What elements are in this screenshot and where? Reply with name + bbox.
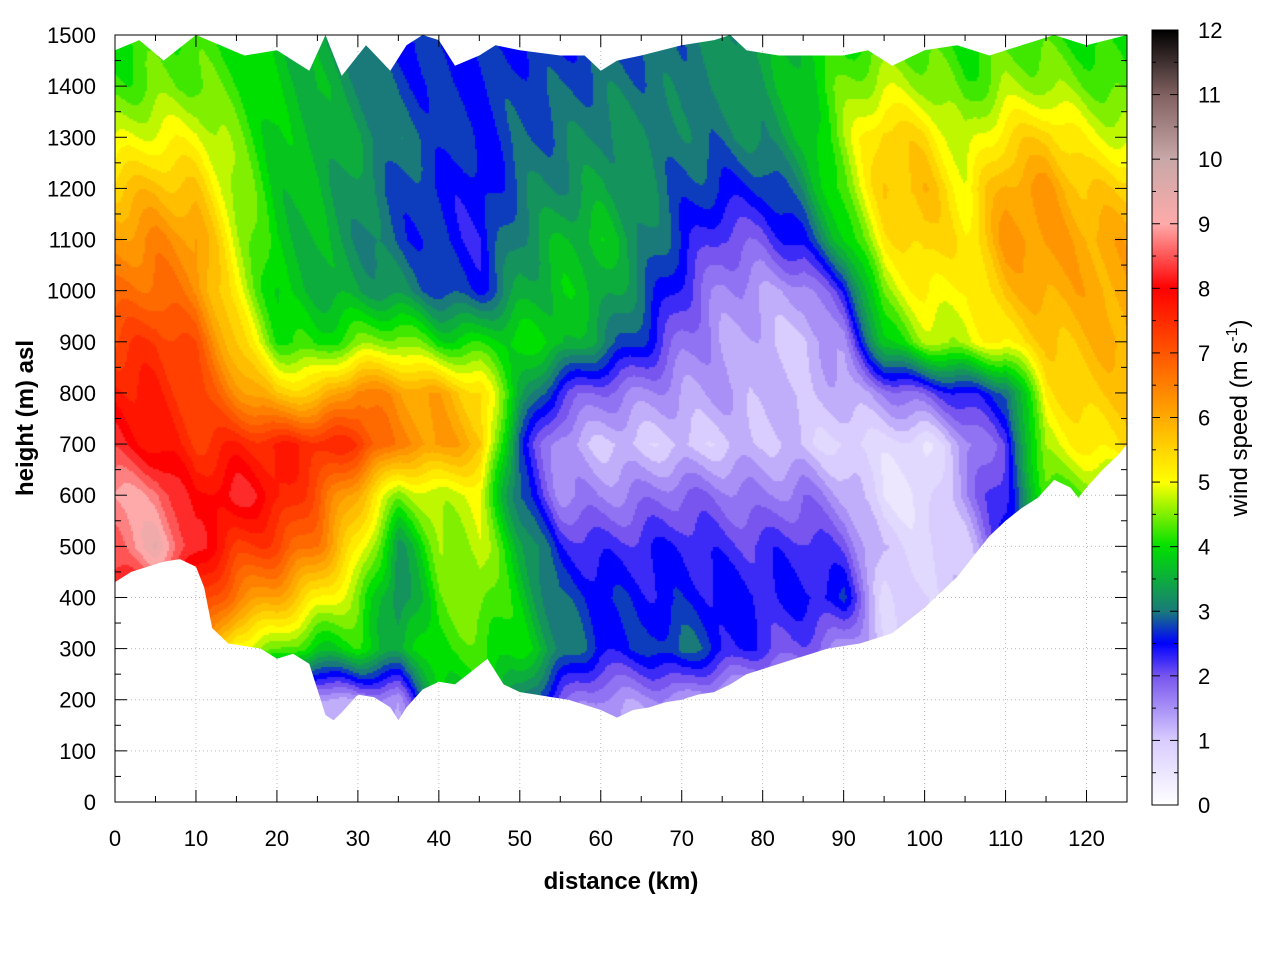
colorbar-title: wind speed (m s-1): [1224, 320, 1253, 518]
colorbar-tick-label: 12: [1198, 18, 1222, 43]
colorbar-title-main: wind speed (m s: [1226, 342, 1253, 518]
x-tick-label: 10: [184, 826, 208, 851]
y-tick-label: 600: [59, 483, 96, 508]
x-tick-label: 110: [988, 826, 1023, 851]
y-tick-label: 1000: [47, 279, 96, 304]
y-axis-title: height (m) asl: [12, 340, 39, 496]
heatmap-field: [115, 35, 1127, 721]
x-tick-label: 80: [750, 826, 774, 851]
y-tick-label: 300: [59, 637, 96, 662]
x-tick-label: 90: [831, 826, 855, 851]
colorbar-tick-label: 7: [1198, 341, 1210, 366]
colorbar-tick-label: 6: [1198, 406, 1210, 431]
colorbar-tick-label: 11: [1198, 83, 1221, 108]
y-axis: 0 100 200 300 400 500 600 700 800 900 1000 1100 1200…: [47, 23, 1127, 815]
x-tick-label: 20: [265, 826, 289, 851]
colorbar-tick-label: 5: [1198, 470, 1210, 495]
colorbar-tick-label: 8: [1198, 276, 1210, 301]
colorbar-tick-label: 2: [1198, 664, 1210, 689]
x-tick-label: 120: [1068, 826, 1105, 851]
colorbar-tick-label: 3: [1198, 599, 1210, 624]
y-tick-label: 1300: [47, 125, 96, 150]
x-tick-label: 60: [589, 826, 613, 851]
colorbar-tick-label: 10: [1198, 147, 1222, 172]
colorbar-tick-label: 9: [1198, 212, 1210, 237]
y-tick-label: 800: [59, 381, 96, 406]
y-tick-label: 1100: [49, 228, 96, 253]
colorbar-title-end: ): [1226, 320, 1253, 328]
colorbar-tick-label: 4: [1198, 535, 1210, 560]
y-tick-label: 900: [59, 330, 96, 355]
y-tick-label: 1500: [47, 23, 96, 48]
grid: [115, 35, 1127, 802]
y-tick-label: 100: [59, 739, 96, 764]
x-tick-label: 30: [346, 826, 370, 851]
colorbar-tick-label: 0: [1198, 793, 1210, 818]
y-tick-label: 700: [59, 432, 96, 457]
y-tick-label: 0: [84, 790, 96, 815]
y-tick-label: 500: [59, 534, 96, 559]
y-tick-label: 1400: [47, 74, 96, 99]
x-tick-label: 40: [427, 826, 451, 851]
x-axis: 0 10 20 30 40 50 60 70 80 90 100 110 120: [109, 35, 1105, 851]
y-tick-label: 1200: [47, 176, 96, 201]
colorbar-title-superscript: -1: [1224, 327, 1241, 341]
x-tick-label: 70: [669, 826, 693, 851]
colorbar-tick-label: 1: [1198, 728, 1210, 753]
x-tick-label: 100: [906, 826, 943, 851]
x-axis-title: distance (km): [544, 868, 699, 895]
x-tick-label: 50: [508, 826, 532, 851]
x-tick-label: 0: [109, 826, 121, 851]
y-tick-label: 200: [59, 688, 96, 713]
y-tick-label: 400: [59, 585, 96, 610]
